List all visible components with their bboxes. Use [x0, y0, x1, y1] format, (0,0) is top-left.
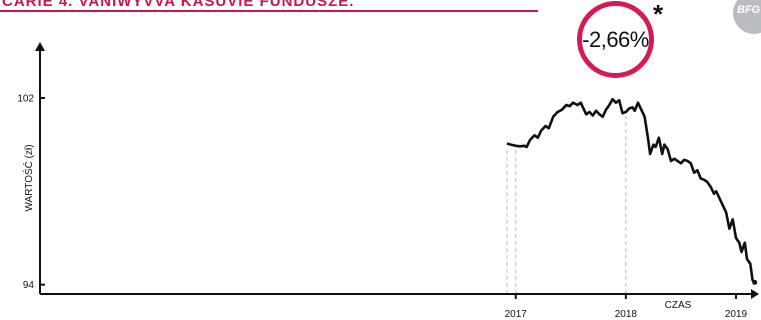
x-axis-title: CZAS: [665, 300, 692, 311]
change-value: -2,66%: [582, 26, 649, 52]
x-tick-label: 2018: [615, 309, 638, 320]
x-tick-label: 2019: [725, 309, 748, 320]
x-tick-label: 2017: [505, 309, 528, 320]
series-end-point: [752, 279, 758, 285]
bfg-logo-text: BFG: [737, 4, 761, 16]
y-axis-title: WARTOŚĆ (zł): [22, 144, 35, 211]
header-rule: [0, 10, 538, 12]
header-title: CARIE 4. VANIWYVVA KASUVIE FUNDUSZE.: [2, 0, 355, 10]
y-tick-label: 94: [23, 280, 35, 291]
guide-lines: [506, 116, 627, 294]
header: CARIE 4. VANIWYVVA KASUVIE FUNDUSZE.: [0, 0, 540, 16]
series-line: [506, 97, 756, 284]
y-ticks: 102 94: [17, 94, 45, 291]
x-ticks: 2017 2018 2019: [505, 294, 748, 320]
y-tick-label: 102: [17, 94, 34, 105]
x-axis-arrow: [751, 289, 759, 299]
y-axis-arrow: [35, 42, 45, 51]
footnote-marker: *: [653, 0, 664, 29]
change-badge: -2,66%: [577, 1, 654, 78]
